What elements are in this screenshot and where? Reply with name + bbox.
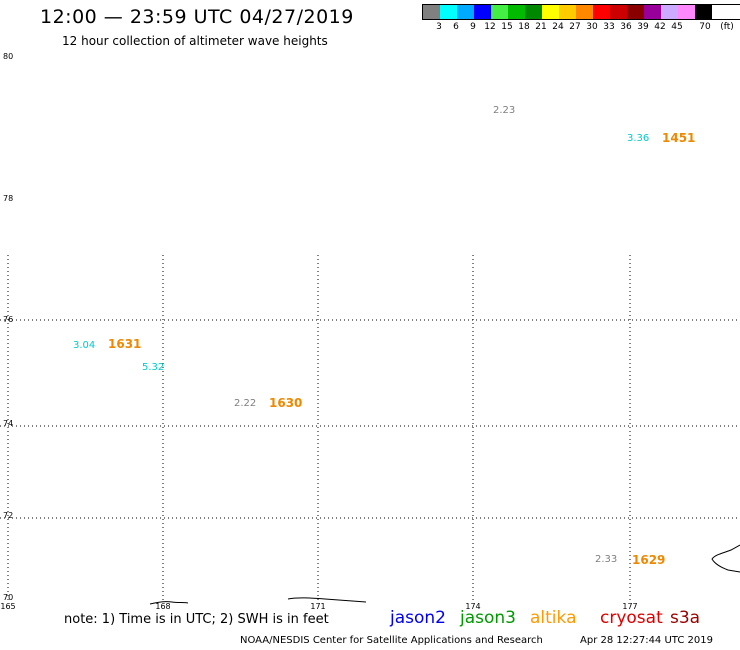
color-swatch [423, 5, 440, 19]
coastline-bottom-left [149, 601, 189, 605]
swh-value: 2.33 [595, 554, 617, 565]
longitude-label: 177 [622, 602, 637, 611]
color-scale-label: 30 [586, 22, 598, 32]
legend-s3a: s3a [670, 608, 701, 628]
color-swatch [610, 5, 627, 19]
swh-value: 3.36 [627, 133, 649, 144]
color-swatch [644, 5, 661, 19]
legend-cryosat: cryosat [600, 608, 663, 628]
latitude-label: 80 [3, 52, 13, 61]
color-scale-label: 3 [436, 22, 442, 32]
units-note: note: 1) Time is in UTC; 2) SWH is in fe… [64, 612, 329, 627]
color-scale-label: 42 [654, 22, 666, 32]
color-scale-label: 45 [671, 22, 683, 32]
color-scale-label: 18 [518, 22, 530, 32]
longitude-label: 171 [310, 602, 325, 611]
map-title: 12:00 — 23:59 UTC 04/27/2019 [40, 6, 354, 28]
color-swatch [542, 5, 559, 19]
color-scale-label: 24 [552, 22, 564, 32]
color-scale-label: 6 [453, 22, 459, 32]
swh-value: 3.04 [73, 340, 95, 351]
color-swatch [559, 5, 576, 19]
color-scale-label: 36 [620, 22, 632, 32]
color-scale-label: 9 [470, 22, 476, 32]
coastline-right-edge [711, 544, 740, 573]
color-scale-label: 33 [603, 22, 615, 32]
color-swatch [678, 5, 695, 19]
observation-time: 1451 [662, 131, 695, 145]
latitude-label: 76 [3, 315, 13, 324]
latitude-label: 74 [3, 419, 13, 428]
longitude-label: 165 [0, 602, 15, 611]
longitude-labels: 165 168 171 174 177 [0, 602, 637, 611]
credit-line: NOAA/NESDIS Center for Satellite Applica… [240, 635, 543, 646]
latitude-label: 78 [3, 194, 13, 203]
latitude-label: 72 [3, 511, 13, 520]
coastline-bottom-center [287, 597, 367, 603]
color-scale-label: (ft) [720, 22, 734, 32]
swh-value: 2.22 [234, 398, 256, 409]
color-swatch [627, 5, 644, 19]
generation-timestamp: Apr 28 12:27:44 UTC 2019 [580, 635, 713, 646]
color-swatch [525, 5, 542, 19]
color-swatch [457, 5, 474, 19]
color-scale-swatches [422, 4, 740, 20]
color-scale-label: 27 [569, 22, 581, 32]
latitude-labels: 80 78 76 74 72 70 [3, 52, 13, 602]
color-swatch [661, 5, 678, 19]
color-swatch [593, 5, 610, 19]
color-swatch [695, 5, 712, 19]
swh-value: 5.32 [142, 362, 164, 373]
legend-altika: altika [530, 608, 577, 628]
longitude-label: 168 [155, 602, 170, 611]
longitude-label: 174 [465, 602, 480, 611]
color-scale-label: 12 [484, 22, 496, 32]
swh-value: 2.23 [493, 105, 515, 116]
latitude-label: 70 [3, 593, 13, 602]
legend-jason3: jason3 [460, 608, 516, 628]
color-swatch [508, 5, 525, 19]
color-scale-label: 15 [501, 22, 513, 32]
observation-time: 1629 [632, 553, 665, 567]
color-scale-labels: 3 6 9 12 15 18 21 24 27 30 33 36 39 42 45 70 (ft) [422, 20, 740, 32]
legend-jason2: jason2 [390, 608, 446, 628]
graticule [0, 255, 740, 602]
observation-time: 1630 [269, 396, 302, 410]
color-scale-label: 70 [699, 22, 711, 32]
color-swatch [576, 5, 593, 19]
color-swatch [440, 5, 457, 19]
color-swatch [491, 5, 508, 19]
map-subtitle: 12 hour collection of altimeter wave hei… [62, 34, 328, 48]
color-scale-label: 21 [535, 22, 547, 32]
color-swatch [474, 5, 491, 19]
observation-time: 1631 [108, 337, 141, 351]
coastline [149, 544, 740, 605]
wave-height-color-scale: 3 6 9 12 15 18 21 24 27 30 33 36 39 42 45 70 (ft) [422, 4, 740, 32]
color-scale-label: 39 [637, 22, 649, 32]
